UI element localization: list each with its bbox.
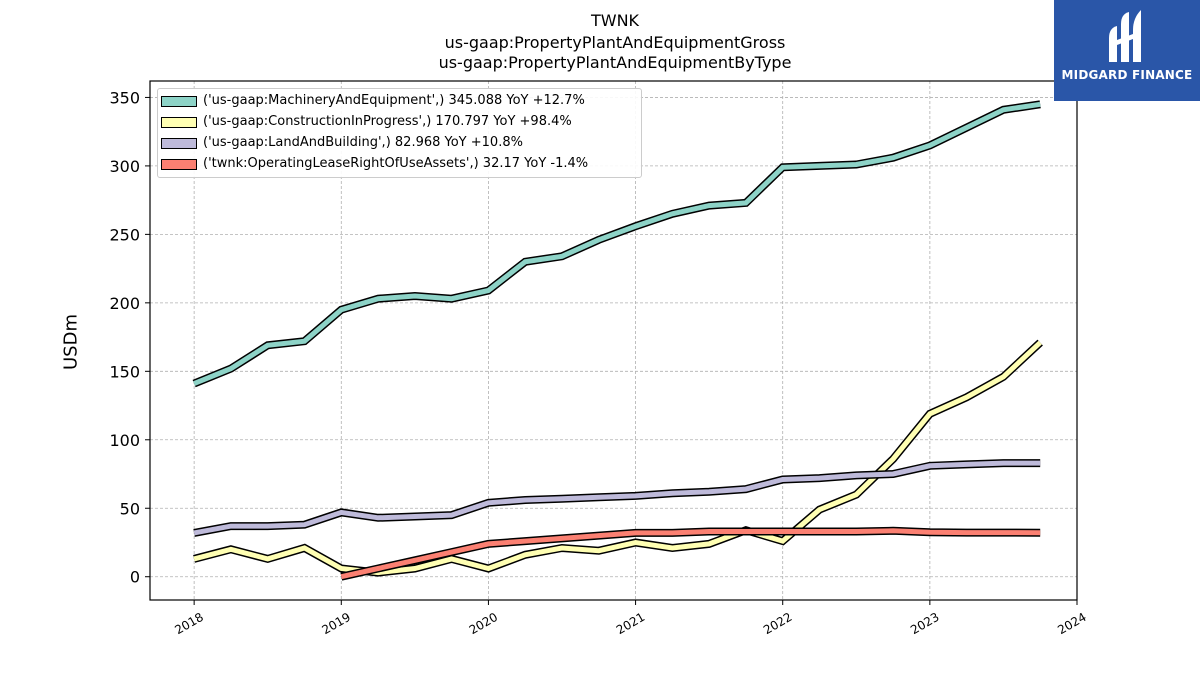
legend-item-land-building: ('us-gaap:LandAndBuilding',) 82.968 YoY … bbox=[158, 133, 638, 155]
series-line-construction bbox=[193, 340, 1042, 576]
x-tick-label: 2020 bbox=[467, 610, 500, 637]
y-tick-label: 350 bbox=[109, 88, 140, 107]
series-line-land-building bbox=[193, 460, 1041, 536]
legend-item-construction: ('us-gaap:ConstructionInProgress',) 170.… bbox=[158, 112, 638, 134]
x-tick-label: 2021 bbox=[614, 610, 647, 637]
midgard-logo-text: MIDGARD FINANCE bbox=[1061, 68, 1193, 82]
y-tick-label: 100 bbox=[109, 431, 140, 450]
chart-subtitle-1: us-gaap:PropertyPlantAndEquipmentGross bbox=[444, 33, 786, 52]
legend-swatch-construction bbox=[161, 117, 197, 128]
chart-title: TWNK bbox=[590, 11, 640, 30]
series-lines bbox=[192, 100, 1043, 581]
x-tick-label: 2019 bbox=[320, 610, 353, 637]
legend-label-land-building: ('us-gaap:LandAndBuilding',) 82.968 YoY … bbox=[203, 135, 523, 150]
y-tick-label: 50 bbox=[120, 499, 140, 518]
y-axis-label: USDm bbox=[60, 314, 82, 370]
y-tick-label: 300 bbox=[109, 157, 140, 176]
legend-item-lease-assets: ('twnk:OperatingLeaseRightOfUseAssets',)… bbox=[158, 154, 638, 176]
y-tick-label: 0 bbox=[130, 568, 140, 587]
y-tick-label: 200 bbox=[109, 294, 140, 313]
x-tick-label: 2024 bbox=[1055, 610, 1088, 637]
legend-swatch-land-building bbox=[161, 138, 197, 149]
legend: ('us-gaap:MachineryAndEquipment',) 345.0… bbox=[157, 88, 642, 178]
legend-label-construction: ('us-gaap:ConstructionInProgress',) 170.… bbox=[203, 114, 572, 129]
x-tick-label: 2022 bbox=[761, 610, 794, 637]
y-tick-label: 150 bbox=[109, 362, 140, 381]
legend-item-machinery: ('us-gaap:MachineryAndEquipment',) 345.0… bbox=[158, 91, 638, 113]
midgard-logo: MIDGARD FINANCE bbox=[1054, 0, 1200, 101]
x-tick-label: 2023 bbox=[908, 610, 941, 637]
y-tick-label: 250 bbox=[109, 225, 140, 244]
series-line-lease-assets bbox=[340, 528, 1041, 580]
chart-subtitle-2: us-gaap:PropertyPlantAndEquipmentByType bbox=[438, 53, 792, 72]
series-line-machinery bbox=[193, 101, 1041, 386]
legend-swatch-lease-assets bbox=[161, 159, 197, 170]
legend-swatch-machinery bbox=[161, 96, 197, 107]
midgard-logo-icon bbox=[1109, 10, 1141, 62]
legend-label-machinery: ('us-gaap:MachineryAndEquipment',) 345.0… bbox=[203, 93, 585, 108]
legend-label-lease-assets: ('twnk:OperatingLeaseRightOfUseAssets',)… bbox=[203, 156, 589, 171]
plot-frame bbox=[149, 80, 1078, 601]
x-tick-label: 2018 bbox=[172, 610, 205, 637]
